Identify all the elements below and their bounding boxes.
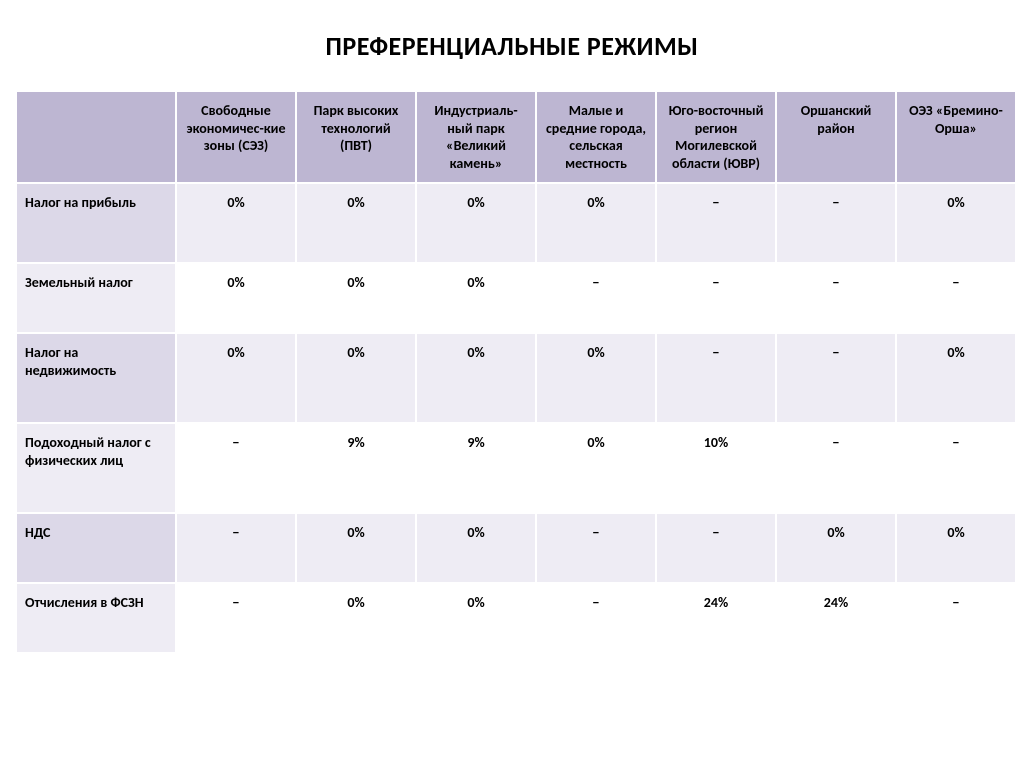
column-header: Парк высоких технологий (ПВТ) xyxy=(296,91,416,183)
data-cell: − xyxy=(896,423,1016,513)
data-cell: − xyxy=(776,333,896,423)
data-cell: − xyxy=(776,183,896,263)
data-cell: − xyxy=(656,183,776,263)
data-cell: − xyxy=(536,583,656,653)
row-header: Отчисления в ФСЗН xyxy=(16,583,176,653)
data-cell: 0% xyxy=(416,263,536,333)
data-cell: − xyxy=(176,513,296,583)
data-cell: − xyxy=(536,263,656,333)
column-header: Юго-восточный регион Могилевской области… xyxy=(656,91,776,183)
table-row: Подоходный налог с физических лиц−9%9%0%… xyxy=(16,423,1016,513)
data-cell: 0% xyxy=(296,583,416,653)
row-header: Налог на недвижимость xyxy=(16,333,176,423)
data-cell: 0% xyxy=(296,333,416,423)
data-cell: 24% xyxy=(656,583,776,653)
data-cell: 0% xyxy=(296,263,416,333)
data-cell: 0% xyxy=(296,183,416,263)
table-row: Земельный налог0%0%0%−−−− xyxy=(16,263,1016,333)
data-cell: 0% xyxy=(896,333,1016,423)
data-cell: 0% xyxy=(416,513,536,583)
data-cell: 10% xyxy=(656,423,776,513)
table-row: Налог на недвижимость0%0%0%0%−−0% xyxy=(16,333,1016,423)
data-cell: − xyxy=(176,423,296,513)
data-cell: − xyxy=(896,583,1016,653)
table-corner-cell xyxy=(16,91,176,183)
column-header: Индустриаль-ный парк «Великий камень» xyxy=(416,91,536,183)
page-title: ПРЕФЕРЕНЦИАЛЬНЫЕ РЕЖИМЫ xyxy=(15,30,1009,62)
data-cell: − xyxy=(656,513,776,583)
data-cell: 0% xyxy=(896,513,1016,583)
data-cell: − xyxy=(656,263,776,333)
preferential-regimes-table: Свободные экономичес-кие зоны (СЭЗ) Парк… xyxy=(15,90,1017,654)
data-cell: − xyxy=(896,263,1016,333)
row-header: Подоходный налог с физических лиц xyxy=(16,423,176,513)
row-header: Налог на прибыль xyxy=(16,183,176,263)
data-cell: 0% xyxy=(416,183,536,263)
data-cell: 0% xyxy=(416,583,536,653)
data-cell: − xyxy=(776,263,896,333)
column-header: Малые и средние города, сельская местнос… xyxy=(536,91,656,183)
data-cell: 0% xyxy=(176,183,296,263)
table-body: Налог на прибыль0%0%0%0%−−0%Земельный на… xyxy=(16,183,1016,653)
data-cell: − xyxy=(776,423,896,513)
data-cell: 0% xyxy=(416,333,536,423)
data-cell: 0% xyxy=(536,333,656,423)
column-header: ОЭЗ «Бремино-Орша» xyxy=(896,91,1016,183)
table-row: Налог на прибыль0%0%0%0%−−0% xyxy=(16,183,1016,263)
row-header: НДС xyxy=(16,513,176,583)
data-cell: 9% xyxy=(416,423,536,513)
data-cell: 24% xyxy=(776,583,896,653)
column-header: Свободные экономичес-кие зоны (СЭЗ) xyxy=(176,91,296,183)
data-cell: 0% xyxy=(296,513,416,583)
table-row: Отчисления в ФСЗН−0%0%−24%24%− xyxy=(16,583,1016,653)
table-row: НДС−0%0%−−0%0% xyxy=(16,513,1016,583)
data-cell: − xyxy=(536,513,656,583)
data-cell: − xyxy=(656,333,776,423)
data-cell: 0% xyxy=(536,423,656,513)
data-cell: 0% xyxy=(776,513,896,583)
data-cell: 9% xyxy=(296,423,416,513)
row-header: Земельный налог xyxy=(16,263,176,333)
data-cell: − xyxy=(176,583,296,653)
data-cell: 0% xyxy=(176,333,296,423)
column-header: Оршанский район xyxy=(776,91,896,183)
data-cell: 0% xyxy=(896,183,1016,263)
table-head: Свободные экономичес-кие зоны (СЭЗ) Парк… xyxy=(16,91,1016,183)
page: ПРЕФЕРЕНЦИАЛЬНЫЕ РЕЖИМЫ Свободные эконом… xyxy=(0,0,1024,674)
data-cell: 0% xyxy=(176,263,296,333)
data-cell: 0% xyxy=(536,183,656,263)
